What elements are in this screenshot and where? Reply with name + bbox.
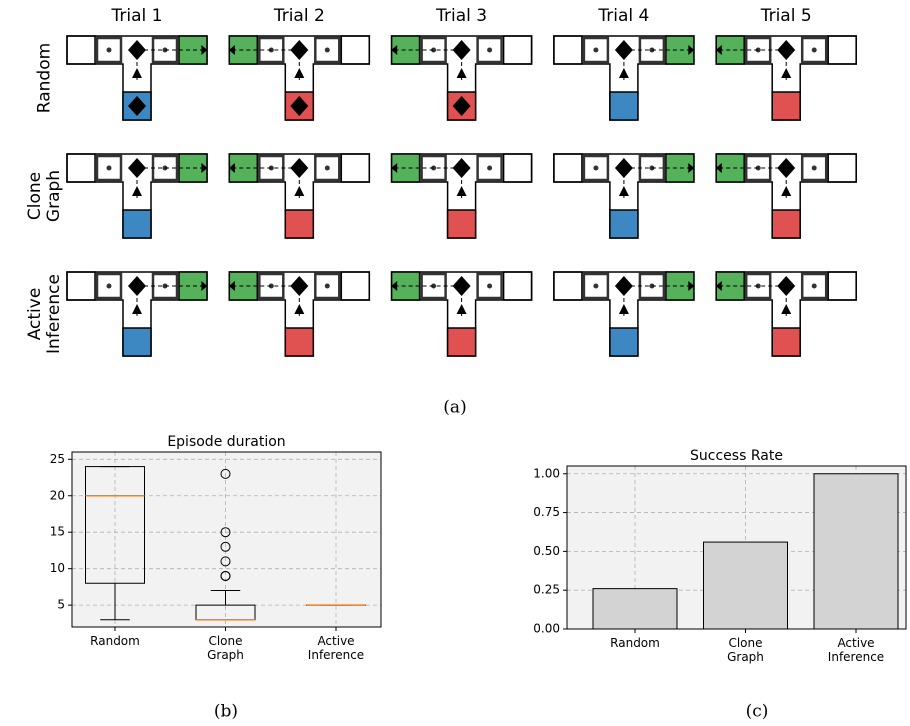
y-tick-label: 5 (57, 598, 65, 612)
caption: (a) (443, 398, 466, 418)
figure-canvas: (a) (b) (c) Trial 1 Trial 2 Trial 3 Trial 4… (0, 0, 910, 726)
cue-cell (772, 210, 800, 238)
dot (812, 284, 817, 289)
dot (325, 48, 330, 53)
bar (704, 542, 788, 629)
row-label: Active Inference (26, 254, 64, 374)
y-tick-label: 0.75 (533, 505, 560, 519)
cue-cell (610, 210, 638, 238)
column-title: Trial 4 (597, 6, 649, 26)
cue-cell (448, 210, 476, 238)
dot (593, 48, 598, 53)
dot (107, 284, 112, 289)
column-title: Trial 5 (760, 6, 812, 26)
cue-cell (123, 210, 151, 238)
cue-cell (772, 92, 800, 120)
dot (812, 48, 817, 53)
dot (812, 166, 817, 171)
cue-cell (123, 328, 151, 356)
y-tick-label: 0.25 (533, 583, 560, 597)
dot (593, 166, 598, 171)
dot (325, 284, 330, 289)
cue-cell (448, 328, 476, 356)
x-tick-label: Random (60, 634, 170, 648)
row-label: Clone Graph (26, 136, 64, 256)
y-tick-label: 10 (50, 561, 65, 575)
figure: (a) (b) (c) Trial 1 Trial 2 Trial 3 Trial 4… (0, 0, 910, 726)
dot (593, 284, 598, 289)
dot (487, 284, 492, 289)
cue-cell (772, 328, 800, 356)
cue-cell (285, 328, 313, 356)
dot (107, 48, 112, 53)
dot (325, 166, 330, 171)
y-tick-label: 0.00 (533, 622, 560, 636)
x-tick-label: Clone Graph (691, 636, 801, 664)
x-tick-label: Active Inference (801, 636, 910, 664)
x-tick-label: Active Inference (281, 634, 391, 662)
cue-cell (285, 210, 313, 238)
chart-title: Episode duration (167, 434, 285, 450)
caption: (c) (746, 702, 769, 722)
x-tick-label: Random (580, 636, 690, 650)
x-tick-label: Clone Graph (171, 634, 281, 662)
cue-cell (610, 328, 638, 356)
y-tick-label: 1.00 (533, 466, 560, 480)
column-title: Trial 3 (435, 6, 487, 26)
y-tick-label: 20 (50, 488, 65, 502)
y-tick-label: 0.50 (533, 544, 560, 558)
y-tick-label: 15 (50, 525, 65, 539)
dot (107, 166, 112, 171)
column-title: Trial 1 (111, 6, 163, 26)
chart-title: Success Rate (690, 448, 783, 464)
bar (814, 474, 898, 629)
caption: (b) (214, 702, 238, 722)
column-title: Trial 2 (273, 6, 325, 26)
dot (487, 48, 492, 53)
cue-cell (610, 92, 638, 120)
row-label: Random (36, 18, 55, 138)
bar (593, 589, 677, 629)
dot (487, 166, 492, 171)
y-tick-label: 25 (50, 452, 65, 466)
